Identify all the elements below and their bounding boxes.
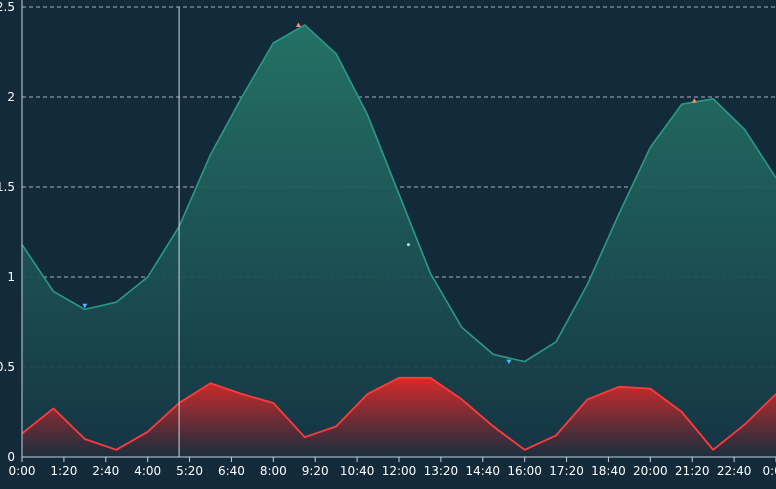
x-tick-label: 22:40 [717,464,752,478]
x-tick-label: 21:20 [675,464,710,478]
y-tick-label: 2.5 [0,0,15,14]
series-markers [82,22,697,365]
low-marker [82,303,88,309]
x-tick-label: 20:00 [633,464,668,478]
x-tick-label: 17:20 [549,464,584,478]
wave-series-area [22,377,776,457]
x-tick-label: 14:40 [465,464,500,478]
y-tick-label: 1.5 [0,180,15,194]
x-tick-label: 1:20 [50,464,77,478]
x-tick-label: 2:40 [92,464,119,478]
x-tick-label: 6:40 [218,464,245,478]
low-marker [506,359,512,365]
x-tick-label: 10:40 [340,464,375,478]
x-tick-label: 8:00 [260,464,287,478]
y-tick-label: 0 [7,450,15,464]
x-tick-label: 0:00 [9,464,36,478]
tide-series-area [22,25,776,457]
x-tick-label: 18:40 [591,464,626,478]
high-marker [295,22,301,27]
tide-series-line [21,24,776,363]
point-marker [406,243,410,247]
x-tick-label: 12:00 [382,464,417,478]
y-tick-label: 2 [7,90,15,104]
x-tick-label: 9:20 [302,464,329,478]
high-marker [691,98,697,103]
x-tick-label: 13:20 [424,464,459,478]
wave-series-line [21,376,776,451]
x-tick-label: 0:00 [763,464,776,478]
series-areas [21,24,776,457]
y-tick-label: 1 [7,270,15,284]
axes: 0 0.5 1 1.5 2 2.5 0:00 1:20 2:40 4:00 5:20 6:40 8:00… [0,0,776,478]
x-tick-label: 4:00 [134,464,161,478]
x-tick-label: 5:20 [176,464,203,478]
x-tick-label: 16:00 [507,464,542,478]
y-tick-label: 0.5 [0,360,15,374]
